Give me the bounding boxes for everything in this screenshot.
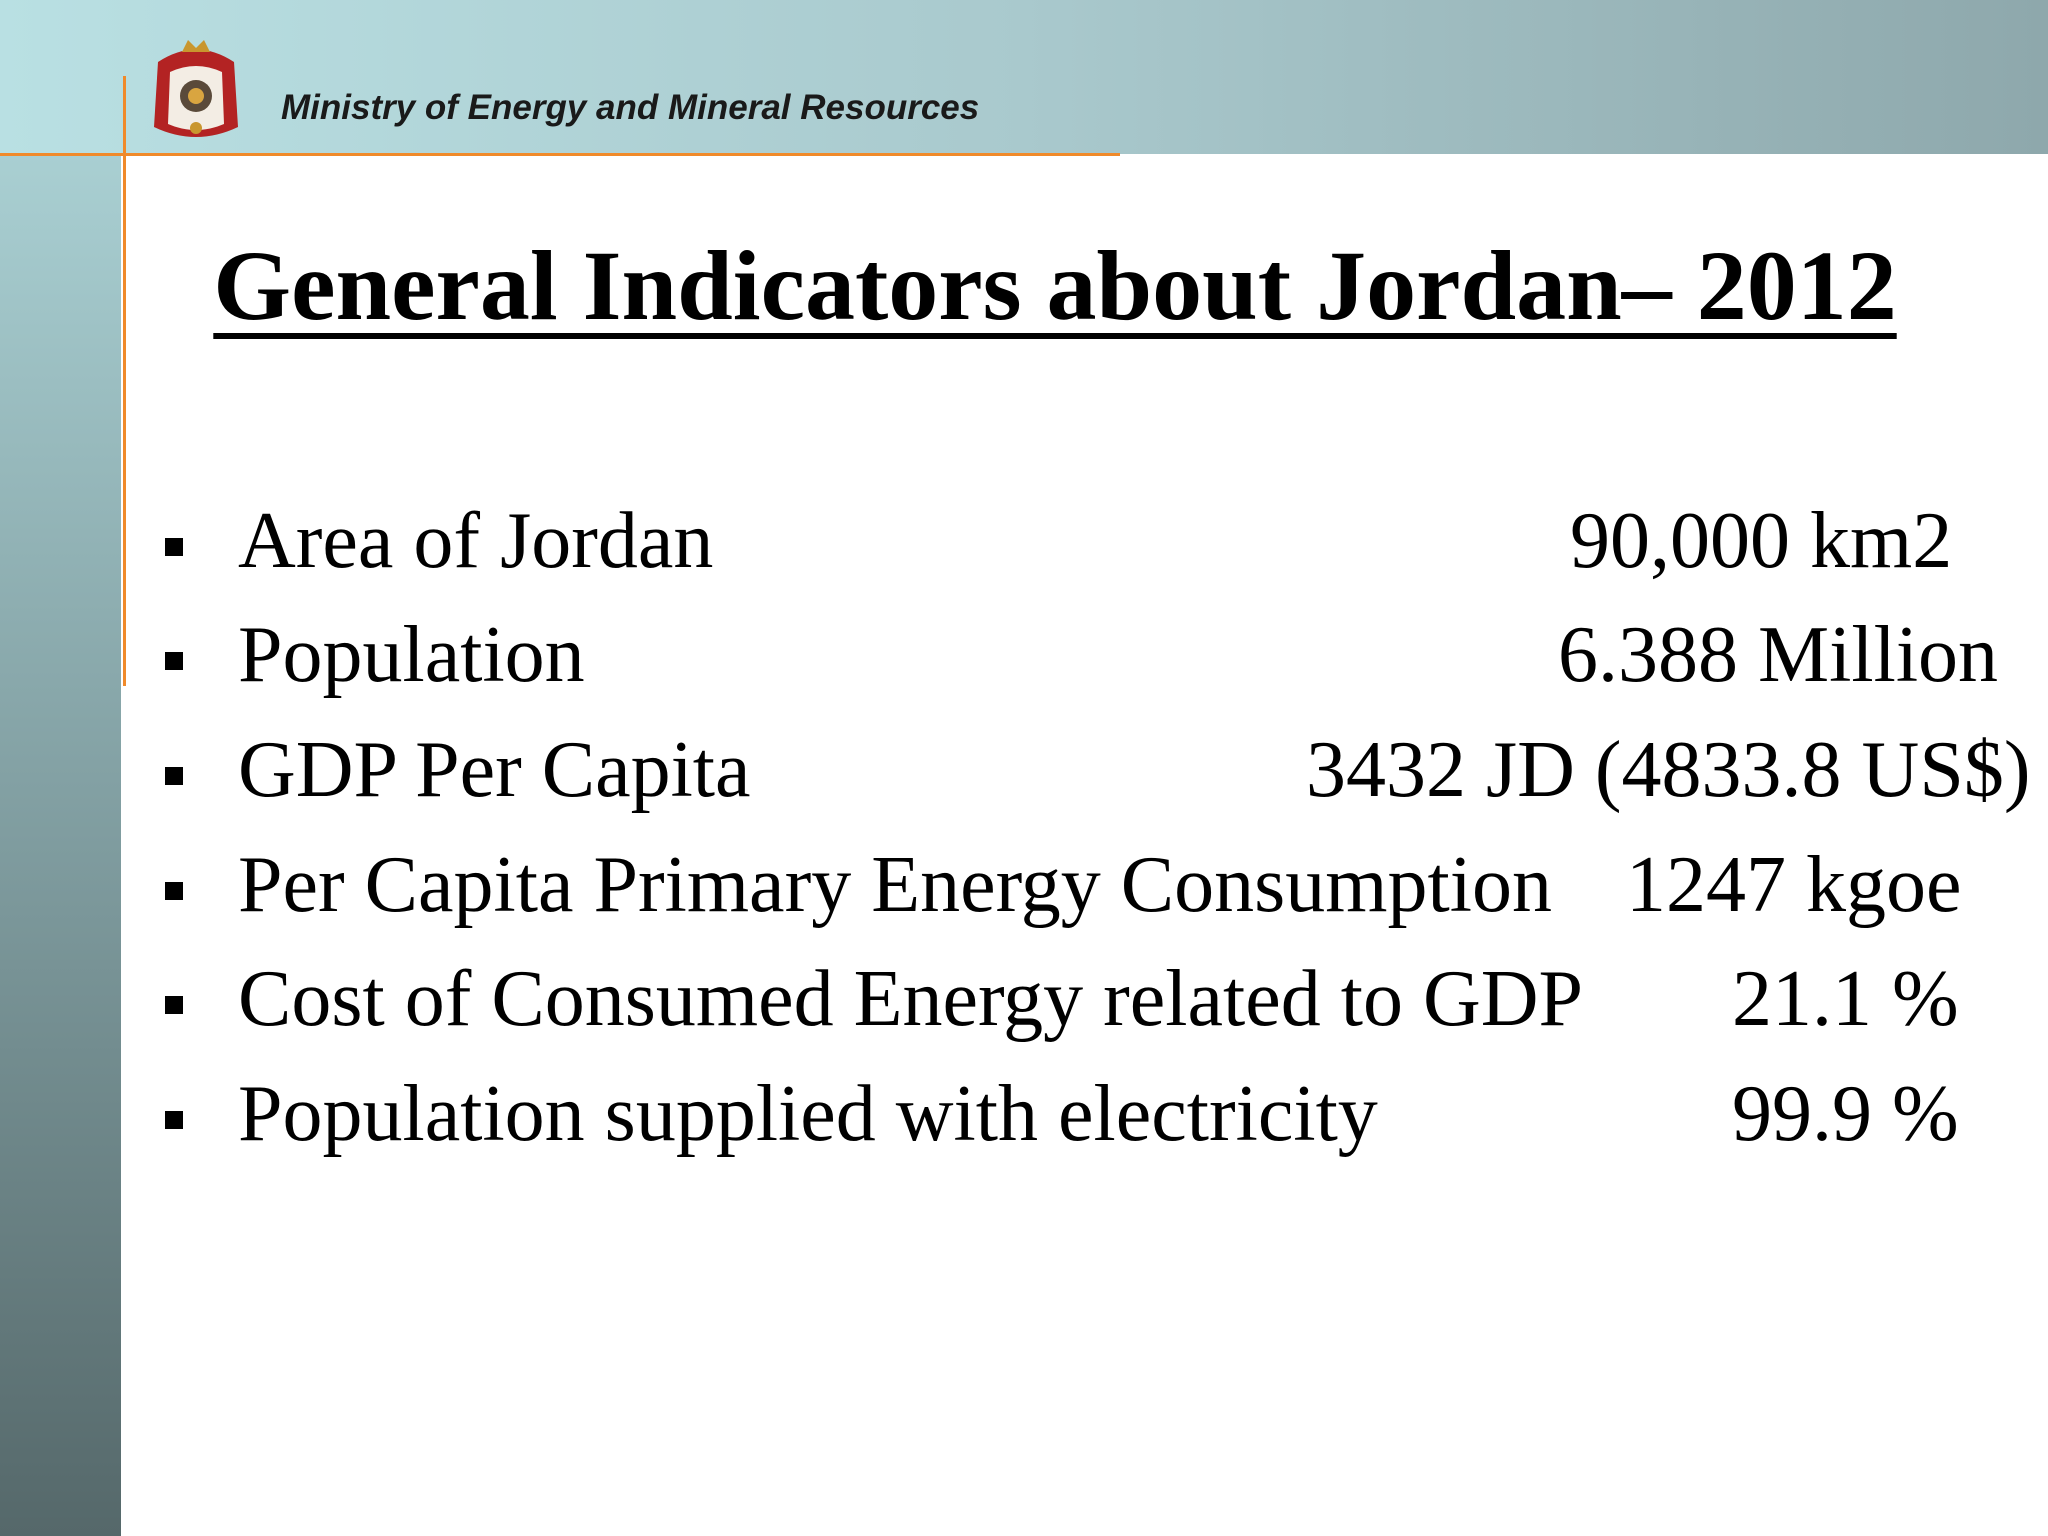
accent-line [123, 76, 126, 686]
indicator-value: 1247 kgoe [1626, 841, 1962, 929]
emblem [154, 40, 238, 137]
bullet [165, 767, 183, 785]
indicator-value: 90,000 km2 [1570, 497, 1953, 585]
side-bar [0, 154, 121, 1536]
indicator-label: Population [238, 611, 585, 699]
bullet [165, 882, 183, 900]
header-title: Ministry of Energy and Mineral Resources [281, 88, 980, 127]
indicator-value: 3432 JD (4833.8 US$) [1306, 726, 2031, 814]
bullet [165, 652, 183, 670]
bullet [165, 1111, 183, 1129]
indicator-label: Population supplied with electricity [238, 1070, 1378, 1158]
indicator-value: 99.9 % [1732, 1070, 1959, 1158]
slide-title: General Indicators about Jordan– 2012 [213, 230, 1897, 341]
indicator-label: Per Capita Primary Energy Consumption [238, 841, 1552, 929]
indicator-label: GDP Per Capita [238, 726, 751, 814]
indicator-label: Area of Jordan [238, 497, 714, 585]
bullet [165, 538, 183, 556]
indicator-value: 6.388 Million [1558, 611, 1999, 699]
bullet [165, 996, 183, 1014]
accent-line [0, 153, 1120, 156]
indicator-value: 21.1 % [1732, 955, 1959, 1043]
indicator-label: Cost of Consumed Energy related to GDP [238, 955, 1584, 1043]
header-band [0, 0, 2048, 154]
